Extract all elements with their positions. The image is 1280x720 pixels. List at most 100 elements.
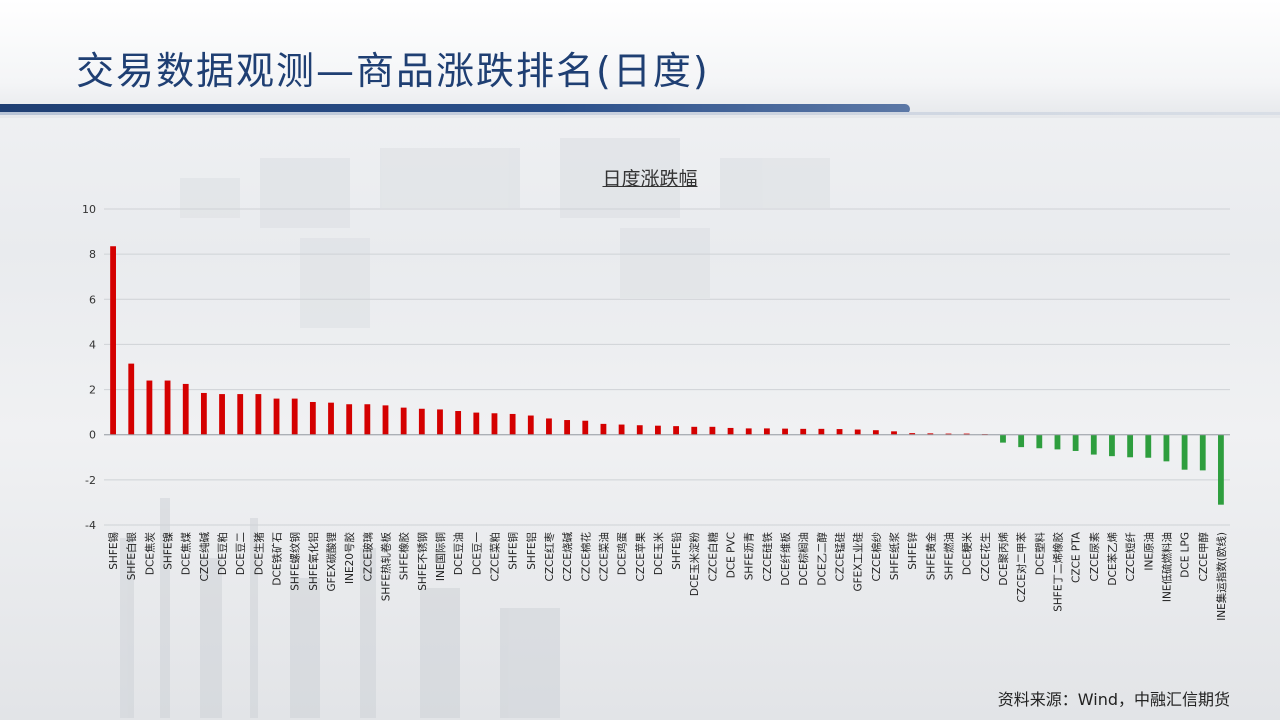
y-tick-label: 10 bbox=[82, 203, 96, 216]
category-label: CZCE纯碱 bbox=[198, 532, 211, 582]
bar bbox=[872, 430, 879, 435]
y-tick-label: -4 bbox=[85, 519, 96, 532]
bar bbox=[1145, 434, 1152, 458]
bar bbox=[727, 427, 734, 435]
bar bbox=[509, 413, 516, 435]
category-label: SHFE锌 bbox=[906, 532, 919, 570]
category-label: SHFE螺纹钢 bbox=[289, 532, 302, 591]
source-note: 资料来源：Wind，中融汇信期货 bbox=[997, 690, 1230, 709]
bar bbox=[564, 420, 571, 435]
bar bbox=[1163, 434, 1170, 462]
bar bbox=[546, 418, 552, 435]
bar bbox=[909, 433, 916, 435]
bar bbox=[418, 408, 425, 435]
category-label: CZCE短纤 bbox=[1124, 532, 1137, 582]
category-label: CZCE甲醇 bbox=[1197, 532, 1210, 582]
category-label: CZCE棉花 bbox=[579, 532, 592, 582]
bar bbox=[328, 402, 334, 435]
bar bbox=[1054, 434, 1061, 450]
bar bbox=[1199, 434, 1206, 471]
category-label: SHFE黄金 bbox=[924, 532, 937, 581]
bar bbox=[164, 380, 171, 435]
bar bbox=[309, 401, 316, 435]
category-label: SHFE热轧卷板 bbox=[380, 532, 393, 602]
category-label: SHFE锡 bbox=[107, 532, 120, 570]
category-label: DCE塑料 bbox=[1033, 532, 1046, 576]
category-label: DCE聚丙烯 bbox=[997, 532, 1010, 586]
bar bbox=[346, 404, 353, 435]
category-label: SHFE铜 bbox=[508, 532, 520, 570]
bar bbox=[745, 428, 752, 435]
category-label: DCE LPG bbox=[1180, 532, 1192, 578]
category-label: DCE棕榈油 bbox=[797, 532, 810, 586]
bar bbox=[219, 394, 225, 435]
category-label: INE低硫燃料油 bbox=[1160, 532, 1173, 602]
category-label: CZCE棉纱 bbox=[870, 532, 883, 582]
category-label: SHFE镍 bbox=[162, 532, 175, 570]
category-label: DCE鸡蛋 bbox=[616, 532, 629, 576]
category-label: INE集运指数(欧线) bbox=[1215, 532, 1228, 621]
bar bbox=[1018, 434, 1025, 448]
category-label: GFEX工业硅 bbox=[852, 532, 865, 592]
bar bbox=[945, 433, 952, 435]
bar bbox=[182, 383, 189, 435]
bar bbox=[400, 407, 407, 435]
bar bbox=[782, 428, 788, 435]
bar bbox=[128, 363, 135, 435]
category-label: DCE PVC bbox=[726, 532, 738, 578]
category-label: DCE豆二 bbox=[235, 532, 247, 575]
bar bbox=[582, 420, 589, 435]
bar bbox=[963, 433, 970, 435]
category-label: SHFE沥青 bbox=[743, 532, 756, 580]
category-label: CZCE菜粕 bbox=[488, 532, 501, 582]
bar bbox=[110, 246, 116, 435]
category-label: SHFE纸浆 bbox=[888, 532, 901, 581]
category-label: DCE玉米 bbox=[652, 532, 665, 576]
category-label: SHFE白银 bbox=[125, 532, 138, 581]
category-label: CZCE PTA bbox=[1071, 531, 1083, 583]
category-label: DCE苯乙烯 bbox=[1106, 532, 1119, 586]
bar bbox=[1218, 434, 1224, 505]
category-label: CZCE红枣 bbox=[543, 532, 556, 582]
bar bbox=[618, 424, 625, 435]
category-label: SHFE燃油 bbox=[943, 532, 956, 580]
category-label: CZCE烧碱 bbox=[561, 532, 574, 582]
bar bbox=[1109, 434, 1115, 457]
category-label: DCE粳米 bbox=[961, 532, 974, 576]
bar bbox=[818, 428, 825, 435]
category-label: DCE乙二醇 bbox=[815, 532, 828, 586]
bar bbox=[437, 409, 443, 435]
category-label: DCE玉米淀粉 bbox=[688, 532, 701, 597]
bar bbox=[200, 392, 207, 435]
category-label: CZCE硅铁 bbox=[761, 532, 774, 582]
category-label: SHFE丁二烯橡胶 bbox=[1051, 532, 1064, 612]
bar bbox=[291, 398, 298, 435]
y-tick-label: -2 bbox=[85, 474, 96, 487]
category-label: CZCE白糖 bbox=[706, 532, 719, 582]
bar bbox=[800, 428, 807, 435]
category-label: INE20号胶 bbox=[343, 532, 356, 584]
bar bbox=[655, 425, 661, 435]
bar bbox=[473, 412, 480, 435]
bar bbox=[491, 413, 498, 435]
bar bbox=[364, 404, 371, 435]
category-label: INE国际铜 bbox=[435, 532, 447, 581]
category-label: SHFE橡胶 bbox=[398, 532, 411, 581]
bar bbox=[691, 426, 698, 435]
category-label: CZCE花生 bbox=[979, 532, 992, 582]
bar bbox=[455, 411, 462, 435]
category-label: SHFE铅 bbox=[670, 532, 683, 570]
bar bbox=[1181, 434, 1188, 470]
category-label: DCE焦炭 bbox=[143, 532, 156, 576]
bar bbox=[1090, 434, 1097, 455]
category-label: SHFE铝 bbox=[525, 532, 538, 570]
bar bbox=[600, 423, 607, 435]
bar bbox=[527, 415, 534, 435]
bar bbox=[709, 426, 716, 435]
header-accent-line bbox=[0, 104, 910, 114]
header-band bbox=[0, 0, 1280, 118]
category-label: DCE生猪 bbox=[252, 532, 265, 576]
bar bbox=[146, 380, 153, 435]
